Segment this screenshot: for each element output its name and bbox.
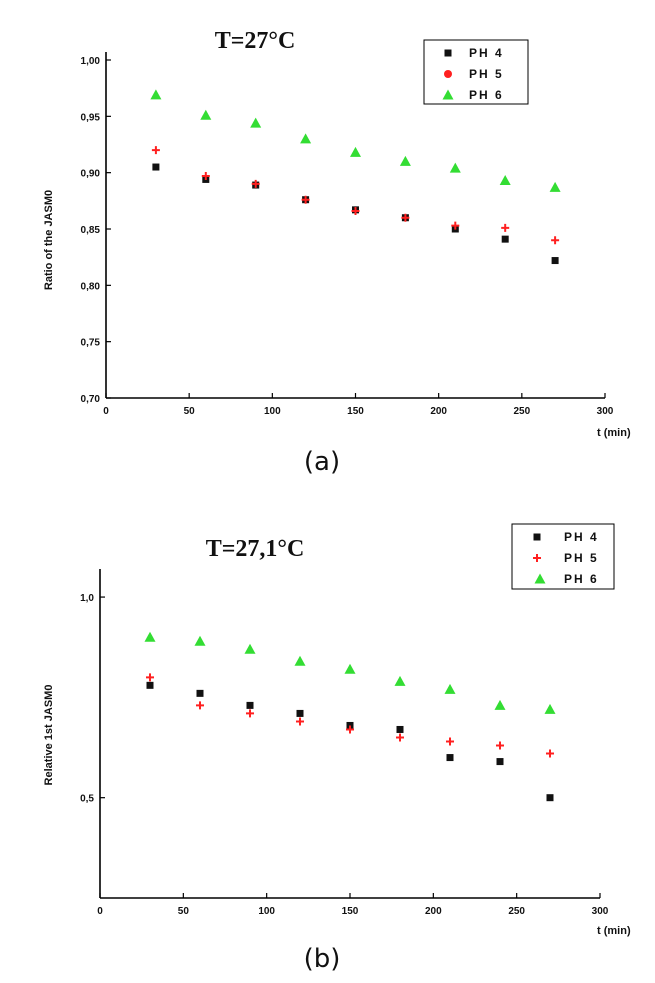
panel-b-point-ph6 xyxy=(494,699,506,710)
panel-a-legend-label-3: PH 6 xyxy=(469,88,504,102)
panel-b-point-ph4 xyxy=(346,721,354,729)
panel-a-y-tick-label: 0,75 xyxy=(81,338,101,349)
panel-a-x-tick-label: 150 xyxy=(347,406,364,417)
panel-a-point-ph5 xyxy=(401,213,410,222)
panel-a-point-ph6 xyxy=(449,162,461,173)
panel-b-point-ph4 xyxy=(296,709,304,717)
panel-b-point-ph6 xyxy=(144,631,156,642)
panel-b-point-ph6 xyxy=(444,683,456,694)
panel-b-point-ph4 xyxy=(396,725,404,733)
panel-a-y-tick-label: 0,95 xyxy=(81,112,101,123)
panel-a-plot: 0 50 100 150 200 250 300 0,70 0,75 0,80 0,85 0,90 0,… xyxy=(81,49,614,417)
panel-a-ylabel: Ratio of the JASM0 xyxy=(43,190,55,290)
panel-a-caption: (a) xyxy=(304,447,340,477)
panel-a: T=27°C Ratio of the JASM0 t (min) PH 4 P… xyxy=(43,28,631,477)
panel-a-x-tick-label: 300 xyxy=(597,406,614,417)
panel-b-point-ph4 xyxy=(496,758,504,766)
panel-a-point-ph6 xyxy=(150,89,162,100)
panel-b-x-tick-label: 100 xyxy=(258,906,275,917)
panel-b-point-ph5 xyxy=(546,749,554,758)
panel-a-point-ph5 xyxy=(301,195,310,204)
panel-b-point-ph4 xyxy=(246,701,254,709)
panel-a-y-tick-label: 1,00 xyxy=(81,56,101,67)
panel-b-legend-label-1: PH 4 xyxy=(564,530,599,544)
panel-b-point-ph4 xyxy=(446,754,454,762)
panel-b-point-ph5 xyxy=(296,717,304,726)
panel-b-point-ph5 xyxy=(396,733,404,742)
panel-a-xlabel: t (min) xyxy=(597,427,631,439)
panel-b-point-ph6 xyxy=(294,655,306,666)
panel-b-legend-marker-1 xyxy=(533,533,541,541)
panel-a-x-tick-label: 50 xyxy=(184,406,196,417)
panel-b-y-tick-label: 0,5 xyxy=(80,794,94,805)
panel-b-ylabel: Relative 1st JASM0 xyxy=(43,685,55,786)
panel-a-x-tick-label: 250 xyxy=(513,406,530,417)
panel-a-y-tick-label: 0,90 xyxy=(81,169,101,180)
panel-b-point-ph6 xyxy=(344,663,356,674)
panel-a-point-ph5 xyxy=(151,146,160,155)
panel-b-point-ph5 xyxy=(246,709,254,718)
panel-b-point-ph5 xyxy=(496,741,504,750)
panel-a-point-ph5 xyxy=(451,221,460,230)
panel-a-y-tick-label: 0,70 xyxy=(81,394,101,405)
panel-b-x-tick-label: 0 xyxy=(97,906,103,917)
panel-b-plot: 0 50 100 150 200 250 300 0,5 1,0 xyxy=(80,533,609,917)
panel-a-x-tick-label: 100 xyxy=(264,406,281,417)
panel-b-legend-label-2: PH 5 xyxy=(564,551,599,565)
panel-a-point-ph4 xyxy=(152,163,160,171)
panel-a-point-ph4 xyxy=(551,257,559,265)
panel-a-title: T=27°C xyxy=(215,28,296,54)
panel-a-point-ph6 xyxy=(200,109,212,120)
panel-b-title: T=27,1°C xyxy=(206,536,305,562)
panel-a-legend-marker-1 xyxy=(444,49,452,57)
panel-b-caption: (b) xyxy=(304,944,341,974)
panel-b-legend-box xyxy=(511,523,615,590)
panel-b-point-ph4 xyxy=(146,681,154,689)
panel-b-point-ph6 xyxy=(244,643,256,654)
panel-b-legend-marker-3 xyxy=(534,573,546,584)
panel-a-legend-label-1: PH 4 xyxy=(469,46,504,60)
panel-b-point-ph5 xyxy=(146,673,154,682)
panel-b-x-tick-label: 50 xyxy=(178,906,190,917)
panel-b-x-tick-label: 300 xyxy=(592,906,609,917)
panel-a-point-ph6 xyxy=(499,175,511,186)
panel-a-legend-box xyxy=(423,39,529,105)
panel-a-point-ph6 xyxy=(399,155,411,166)
panel-b-legend-marker-2 xyxy=(533,554,541,562)
panel-b-point-ph5 xyxy=(446,737,454,746)
panel-a-x-tick-label: 200 xyxy=(430,406,447,417)
panel-a-point-ph5 xyxy=(251,179,260,188)
panel-b-x-tick-label: 250 xyxy=(508,906,525,917)
panel-a-point-ph6 xyxy=(300,133,312,144)
panel-b-point-ph6 xyxy=(394,675,406,686)
panel-b: T=27,1°C Relative 1st JASM0 t (min) PH 4… xyxy=(43,523,631,974)
panel-a-legend-marker-2 xyxy=(444,70,452,78)
panel-a-point-ph6 xyxy=(250,117,262,128)
panel-a-point-ph5 xyxy=(551,236,560,245)
panel-a-point-ph6 xyxy=(549,181,561,192)
panel-a-point-ph5 xyxy=(201,172,210,181)
panel-a-x-tick-label: 0 xyxy=(103,406,109,417)
panel-a-y-tick-label: 0,85 xyxy=(81,225,101,236)
panel-a-point-ph4 xyxy=(501,235,509,243)
panel-b-point-ph6 xyxy=(194,635,206,646)
panel-b-point-ph4 xyxy=(546,794,554,802)
panel-a-legend-marker-3 xyxy=(442,89,454,100)
panel-a-point-ph5 xyxy=(501,223,510,232)
panel-b-point-ph4 xyxy=(196,689,204,697)
panel-b-legend-label-3: PH 6 xyxy=(564,572,599,586)
panel-b-x-tick-label: 150 xyxy=(342,906,359,917)
panel-b-y-tick-label: 1,0 xyxy=(80,593,94,604)
panel-b-point-ph6 xyxy=(544,703,556,714)
panel-b-xlabel: t (min) xyxy=(597,925,631,937)
panel-b-x-tick-label: 200 xyxy=(425,906,442,917)
panel-a-point-ph6 xyxy=(350,146,361,157)
panel-a-legend-label-2: PH 5 xyxy=(469,67,504,81)
panel-a-point-ph5 xyxy=(351,206,360,215)
panel-b-point-ph5 xyxy=(196,701,204,710)
panel-b-point-ph5 xyxy=(346,725,354,734)
panel-a-y-tick-label: 0,80 xyxy=(81,281,101,292)
